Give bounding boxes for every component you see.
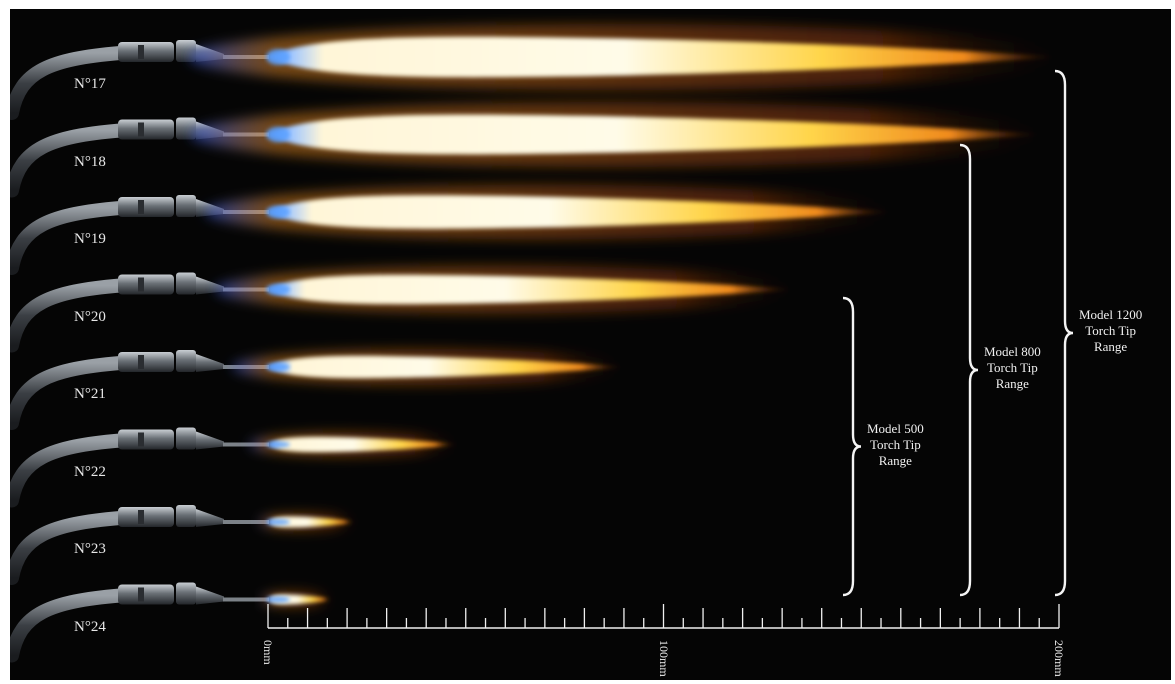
range-label-line: Range (1093, 339, 1128, 354)
torch-hose (10, 278, 127, 353)
range-label-line: Model 500 (867, 420, 924, 436)
torch-handle (118, 429, 174, 450)
flame-inner-cone (266, 519, 290, 525)
tip-label: N°18 (74, 153, 106, 170)
flame-inner-cone (266, 283, 290, 296)
range-label: Model 800 Torch Tip Range (984, 344, 1041, 392)
torch-handle (118, 584, 174, 605)
tip-label: N°23 (74, 541, 106, 557)
torch-neck (196, 354, 224, 372)
handle-ring (138, 432, 144, 447)
torch-hose (10, 201, 127, 275)
range-brace (842, 296, 862, 597)
range-brace (1054, 69, 1074, 597)
torch-tip-tube (223, 442, 269, 447)
torch-nut (176, 272, 196, 295)
tip-label: N°24 (74, 618, 106, 635)
torch-handle (118, 42, 174, 62)
torch-hose (10, 123, 127, 198)
torch-nut (176, 582, 196, 605)
tip-label: N°19 (74, 231, 106, 247)
flame-inner-cone (266, 49, 290, 65)
torch-handle (118, 197, 174, 217)
torch-nut (176, 350, 196, 372)
range-label: Model 500 Torch Tip Range (867, 421, 924, 469)
tip-label: N°21 (74, 386, 106, 402)
flame-inner-cone (266, 126, 290, 143)
tip-label: N°22 (74, 463, 106, 480)
torch-row (10, 184, 893, 275)
flame (268, 516, 356, 528)
torch-tip-diagram: N°17 N°18 N°19 N°20 N°21 N°22 N°23 N°24 0mm 100mm… (10, 9, 1171, 680)
torch-hose (10, 433, 127, 508)
range-label: Model 1200 Torch Tip Range (1079, 307, 1142, 355)
torch-handle (118, 352, 174, 372)
flame-inner-cone (266, 362, 290, 372)
torch-row (10, 505, 356, 585)
torch-nut (176, 195, 196, 217)
handle-ring (138, 122, 144, 137)
tip-label: N°17 (74, 76, 106, 92)
range-label-line: Range (878, 452, 912, 468)
flame (268, 114, 1044, 155)
torch-row (10, 348, 624, 430)
ruler-label: 200mm (1052, 640, 1066, 677)
handle-ring (138, 45, 144, 59)
torch-nut (176, 427, 196, 450)
torch-row (10, 24, 1059, 120)
range-label-line: Model 800 (984, 344, 1041, 359)
handle-ring (138, 510, 144, 524)
tip-label: N°20 (74, 308, 106, 325)
flame-inner-cone (266, 441, 290, 448)
ruler (267, 604, 1060, 629)
flame-inner-cone (266, 205, 290, 219)
flame (268, 195, 893, 229)
diagram-canvas (10, 24, 1074, 663)
torch-row (10, 582, 332, 663)
torch-handle (118, 507, 174, 527)
range-brace (959, 143, 979, 597)
handle-ring (138, 277, 144, 292)
torch-handle (118, 274, 174, 295)
flame (268, 355, 624, 379)
torch-row (10, 102, 1044, 198)
range-label-line: Torch Tip (869, 436, 921, 452)
handle-ring (138, 355, 144, 369)
torch-nut (176, 505, 196, 527)
torch-handle (118, 119, 174, 140)
range-label-line: Model 1200 (1079, 307, 1143, 322)
flame (268, 274, 795, 305)
torch-neck (196, 431, 224, 450)
range-label-line: Torch Tip (1085, 323, 1136, 338)
torch-tip-tube (223, 520, 269, 524)
torch-hose (10, 46, 127, 120)
flame (268, 36, 1059, 78)
torch-tip-tube (223, 597, 269, 602)
range-label-line: Torch Tip (986, 360, 1038, 375)
handle-ring (138, 587, 144, 602)
flame-inner-cone (266, 596, 290, 603)
torch-row (10, 427, 458, 508)
torch-row (10, 265, 795, 353)
torch-neck (196, 586, 224, 605)
ruler-label: 0mm (261, 640, 275, 665)
range-label-line: Range (995, 376, 1029, 391)
handle-ring (138, 200, 144, 214)
torch-hose (10, 356, 127, 430)
flame (268, 436, 458, 453)
torch-hose (10, 588, 127, 663)
torch-neck (196, 509, 224, 527)
torch-hose (10, 511, 127, 585)
ruler-label: 100mm (656, 640, 671, 677)
